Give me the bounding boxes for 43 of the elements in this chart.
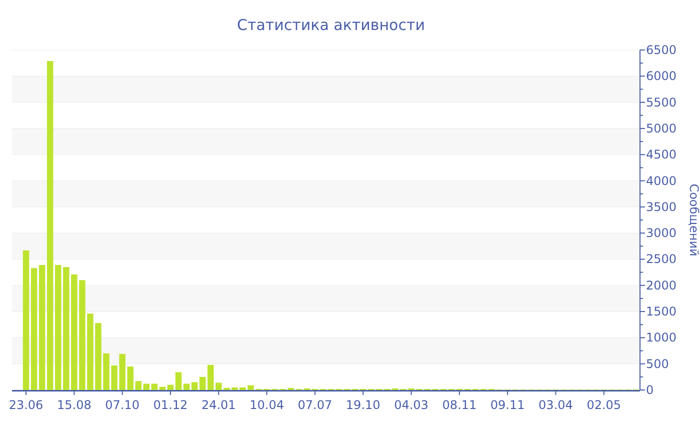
x-tick-label: 15.08 <box>56 398 92 412</box>
bar <box>30 268 38 390</box>
x-tick-label: 08.11 <box>442 398 477 412</box>
bar <box>207 364 214 390</box>
bar <box>183 384 190 390</box>
chart-title: Статистика активности <box>237 16 425 34</box>
y-tick-label: 6500 <box>646 43 677 57</box>
x-tick-label: 09.11 <box>490 398 525 412</box>
x-tick-label: 19.10 <box>346 398 380 412</box>
bar <box>22 250 30 390</box>
bar <box>199 376 206 390</box>
y-tick-label: 6000 <box>646 69 677 84</box>
x-tick-label: 02.05 <box>586 398 622 412</box>
x-tick-label: 07.07 <box>298 398 332 412</box>
y-tick-label: 500 <box>646 356 669 371</box>
y-tick-label: 1000 <box>646 330 677 345</box>
bar <box>151 384 158 390</box>
bar <box>54 264 62 390</box>
y-tick-label: 4000 <box>646 174 677 188</box>
bar <box>167 384 174 390</box>
y-tick-label: 3500 <box>646 200 677 214</box>
y-tick-label: 4500 <box>646 148 677 162</box>
y-tick-label: 5500 <box>646 95 677 110</box>
bar <box>191 382 198 390</box>
x-tick-label: 04.03 <box>394 398 428 412</box>
x-tick-label: 07.10 <box>105 398 140 412</box>
y-tick-label: 2000 <box>646 278 677 292</box>
y-tick-label: 0 <box>646 383 654 397</box>
y-axis-title: Сообщений <box>687 184 700 256</box>
y-tick-label: 2500 <box>646 252 677 266</box>
x-tick-label: 24.01 <box>201 398 236 412</box>
bar <box>46 60 54 390</box>
x-tick-label: 01.12 <box>153 398 188 412</box>
x-tick-label: 10.04 <box>250 398 284 412</box>
bar <box>175 372 182 390</box>
y-tick-label: 5000 <box>646 121 677 136</box>
bar <box>159 386 166 390</box>
y-tick-label: 1500 <box>646 304 677 319</box>
x-tick-label: 03.04 <box>538 398 573 412</box>
bar <box>38 264 46 390</box>
bar <box>143 384 150 390</box>
y-tick-label: 3000 <box>646 226 677 240</box>
x-tick-label: 23.06 <box>8 398 44 412</box>
